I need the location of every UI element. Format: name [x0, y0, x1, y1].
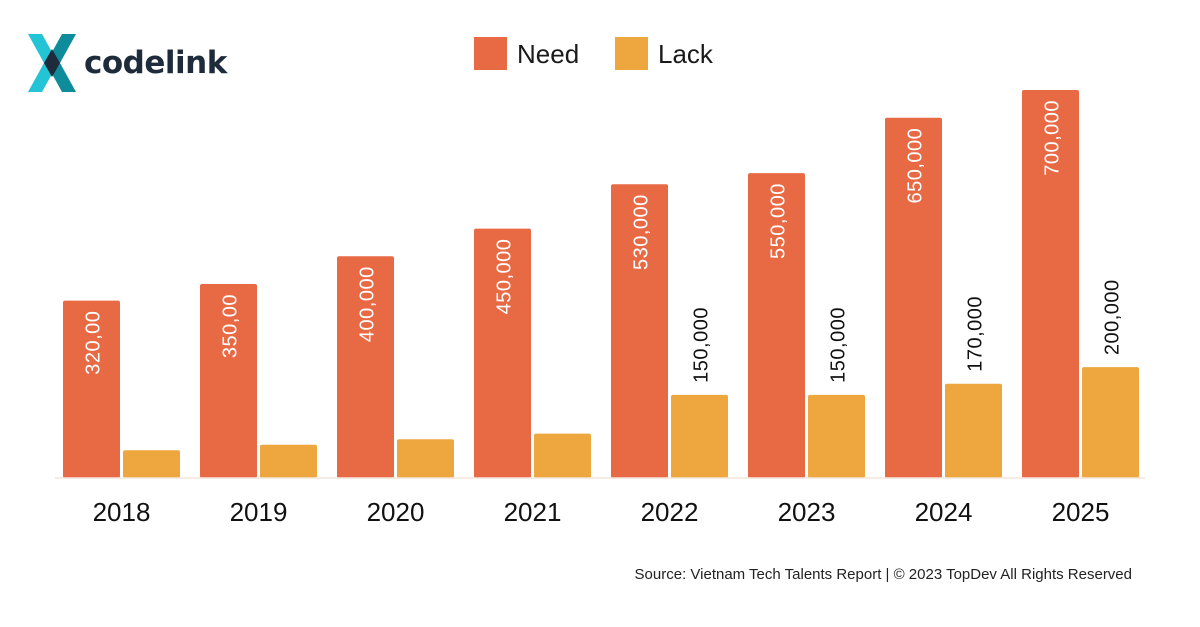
bar-need-2018 [63, 300, 120, 478]
x-tick-2025: 2025 [1052, 497, 1110, 527]
x-tick-2024: 2024 [915, 497, 973, 527]
x-tick-2018: 2018 [93, 497, 151, 527]
data-label-need-2022: 530,000 [631, 194, 653, 270]
source-caption: Source: Vietnam Tech Talents Report | © … [634, 566, 1132, 583]
bar-need-2022 [611, 184, 668, 478]
bar-need-2025 [1022, 90, 1079, 478]
bar-need-2023 [748, 173, 805, 478]
bar-lack-2023 [808, 394, 865, 478]
bar-need-2020 [337, 256, 394, 478]
x-tick-2021: 2021 [504, 497, 562, 527]
data-label-need-2018: 320,00 [83, 311, 105, 375]
x-tick-2019: 2019 [230, 497, 288, 527]
x-tick-2023: 2023 [778, 497, 836, 527]
bar-lack-2024 [945, 383, 1002, 478]
legend-swatch-need [474, 37, 507, 70]
bar-lack-2021 [534, 433, 591, 478]
data-label-lack-2023: 150,000 [828, 307, 850, 383]
bar-lack-2020 [397, 439, 454, 478]
x-tick-2022: 2022 [641, 497, 699, 527]
data-label-lack-2025: 200,000 [1102, 279, 1124, 355]
bar-need-2024 [885, 117, 942, 478]
codelink-logo: codelink [28, 34, 227, 92]
data-label-need-2023: 550,000 [768, 183, 790, 259]
logo-text: codelink [84, 45, 227, 81]
legend-label-need: Need [517, 39, 579, 69]
chart-legend: Need Lack [474, 37, 714, 70]
chart-bars: 320,00 350,00 400,000 450,000 530,000 150,000… [63, 90, 1139, 478]
data-label-need-2020: 400,000 [357, 266, 379, 342]
data-label-lack-2024: 170,000 [965, 296, 987, 372]
bar-need-2021 [474, 228, 531, 478]
bar-lack-2025 [1082, 367, 1139, 478]
bar-lack-2018 [123, 450, 180, 478]
data-label-need-2024: 650,000 [905, 128, 927, 204]
legend-label-lack: Lack [658, 39, 714, 69]
data-label-lack-2022: 150,000 [691, 307, 713, 383]
bar-lack-2019 [260, 444, 317, 478]
x-axis-tick-labels: 2018 2019 2020 2021 2022 2023 2024 2025 [93, 497, 1110, 527]
data-label-need-2025: 700,000 [1042, 100, 1064, 176]
x-tick-2020: 2020 [367, 497, 425, 527]
data-label-need-2019: 350,00 [220, 294, 242, 358]
data-label-need-2021: 450,000 [494, 239, 516, 315]
codelink-chevron-logo-icon [28, 34, 76, 92]
bar-lack-2022 [671, 394, 728, 478]
bar-need-2019 [200, 284, 257, 478]
legend-swatch-lack [615, 37, 648, 70]
